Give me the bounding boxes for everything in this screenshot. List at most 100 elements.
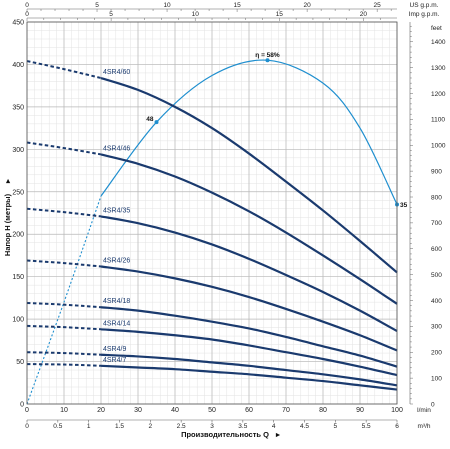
- feet-tick-label: 400: [431, 298, 442, 305]
- pump-curve: [100, 153, 398, 305]
- m3h-unit-label: m³/h: [418, 423, 431, 430]
- y-tick-label: 150: [12, 274, 24, 281]
- m3h-tick-label: 5: [334, 423, 338, 430]
- us-tick-label: 20: [304, 2, 312, 9]
- pump-curve-dashed: [26, 259, 102, 268]
- plot-frame: [26, 21, 398, 405]
- feet-tick-label: 600: [431, 246, 442, 253]
- feet-tick-label: 1200: [431, 91, 446, 98]
- imp-tick-label: 5: [109, 11, 113, 18]
- us-tick-label: 0: [25, 2, 29, 9]
- feet-tick-label: 1100: [431, 117, 445, 124]
- y-tick-label: 50: [16, 359, 24, 366]
- y-axis-title-arrow: ▸: [3, 178, 12, 184]
- pump-curve-label: 4SR4/7: [103, 357, 126, 364]
- efficiency-start-label: 48: [146, 116, 154, 123]
- y-tick-label: 300: [12, 147, 24, 154]
- feet-tick-label: 1400: [431, 39, 446, 46]
- pump-curve-label: 4SR4/18: [103, 298, 130, 305]
- pump-curve-label: 4SR4/46: [103, 145, 130, 152]
- pump-curve-dashed: [26, 141, 102, 156]
- x-tick-label: 10: [60, 407, 68, 414]
- efficiency-end-label: 35: [400, 202, 408, 209]
- pump-curve-label: 4SR4/9: [103, 346, 126, 353]
- efficiency-peak-label: η = 58%: [255, 52, 280, 59]
- efficiency-point-start: [154, 120, 159, 125]
- feet-tick-label: 800: [431, 194, 442, 201]
- x-tick-label: 30: [134, 407, 142, 414]
- imp-tick-label: 10: [192, 11, 200, 18]
- us-tick-label: 5: [95, 2, 99, 9]
- x-tick-label: 40: [171, 407, 179, 414]
- x-tick-label: 100: [391, 407, 403, 414]
- pump-curve-dashed: [26, 351, 102, 356]
- y-tick-label: 450: [12, 20, 24, 27]
- pump-curve-label: 4SR4/26: [103, 257, 130, 264]
- feet-unit-label: feet: [431, 25, 442, 32]
- pump-curve: [100, 306, 398, 368]
- pump-curve-dashed: [26, 207, 102, 218]
- pump-curve-dashed: [26, 324, 102, 331]
- x-axis-title: Производительность Q: [181, 430, 269, 439]
- y-axis-title: Напор H (метры): [3, 193, 12, 256]
- m3h-tick-label: 1: [87, 423, 91, 430]
- m3h-tick-label: 5.5: [362, 423, 371, 430]
- y-tick-label: 100: [12, 317, 24, 324]
- x-tick-label: 90: [356, 407, 364, 414]
- pump-curve: [100, 364, 398, 391]
- efficiency-curve-dashed: [26, 195, 102, 405]
- pump-curve-dashed: [26, 60, 102, 79]
- m3h-tick-label: 4: [272, 423, 276, 430]
- x-tick-label: 70: [282, 407, 290, 414]
- pump-curve: [100, 265, 398, 352]
- y-tick-label: 200: [12, 232, 24, 239]
- pump-curve-dashed: [26, 301, 102, 309]
- x-tick-label: 20: [97, 407, 105, 414]
- x-axis-title-arrow: ▸: [275, 430, 281, 439]
- pump-curve: [100, 353, 398, 387]
- efficiency-curve-group: 48 η = 58% 35: [26, 52, 408, 405]
- feet-tick-label: 100: [431, 375, 442, 382]
- x-tick-label: 0: [25, 407, 29, 414]
- m3h-tick-label: 3.5: [238, 423, 247, 430]
- pump-curve-dashed: [26, 363, 102, 367]
- us-tick-label: 15: [233, 2, 241, 9]
- grid: [26, 21, 398, 405]
- pump-curve-label: 4SR4/35: [103, 207, 130, 214]
- x-tick-label: 80: [319, 407, 327, 414]
- m3h-tick-label: 1.5: [115, 423, 124, 430]
- pump-curves: 4SR4/60 4SR4/46 4SR4/35 4SR4/26 4SR4/18 4SR4/…: [26, 60, 398, 391]
- feet-tick-label: 900: [431, 168, 442, 175]
- feet-tick-label: 500: [431, 272, 442, 279]
- m3h-tick-label: 0: [25, 423, 29, 430]
- feet-tick-label: 1300: [431, 65, 446, 72]
- us-tick-label: 10: [163, 2, 171, 9]
- y-tick-label: 250: [12, 189, 24, 196]
- us-tick-label: 25: [374, 2, 382, 9]
- feet-tick-label: 200: [431, 350, 442, 357]
- imp-tick-label: 0: [25, 11, 29, 18]
- imp-tick-label: 15: [276, 11, 284, 18]
- pump-curve: [100, 76, 398, 274]
- feet-tick-label: 1000: [431, 143, 446, 150]
- feet-tick-label: 700: [431, 220, 442, 227]
- m3h-tick-label: 2: [149, 423, 153, 430]
- feet-tick-label: 0: [431, 401, 435, 408]
- pump-curve: [100, 215, 398, 332]
- pump-curve-label: 4SR4/14: [103, 320, 130, 327]
- y-tick-label: 0: [20, 402, 24, 409]
- efficiency-point-peak: [265, 58, 270, 63]
- x-unit-label: l/min: [417, 407, 431, 414]
- x-tick-label: 60: [245, 407, 253, 414]
- m3h-tick-label: 0.5: [53, 423, 62, 430]
- pump-curve-label: 4SR4/60: [103, 69, 130, 76]
- us-unit-label: US g.p.m.: [410, 2, 439, 9]
- m3h-tick-label: 4.5: [300, 423, 309, 430]
- feet-tick-label: 300: [431, 324, 442, 331]
- x-tick-label: 50: [208, 407, 216, 414]
- m3h-tick-label: 3: [210, 423, 214, 430]
- pump-curve: [100, 328, 398, 377]
- m3h-tick-label: 6: [395, 423, 399, 430]
